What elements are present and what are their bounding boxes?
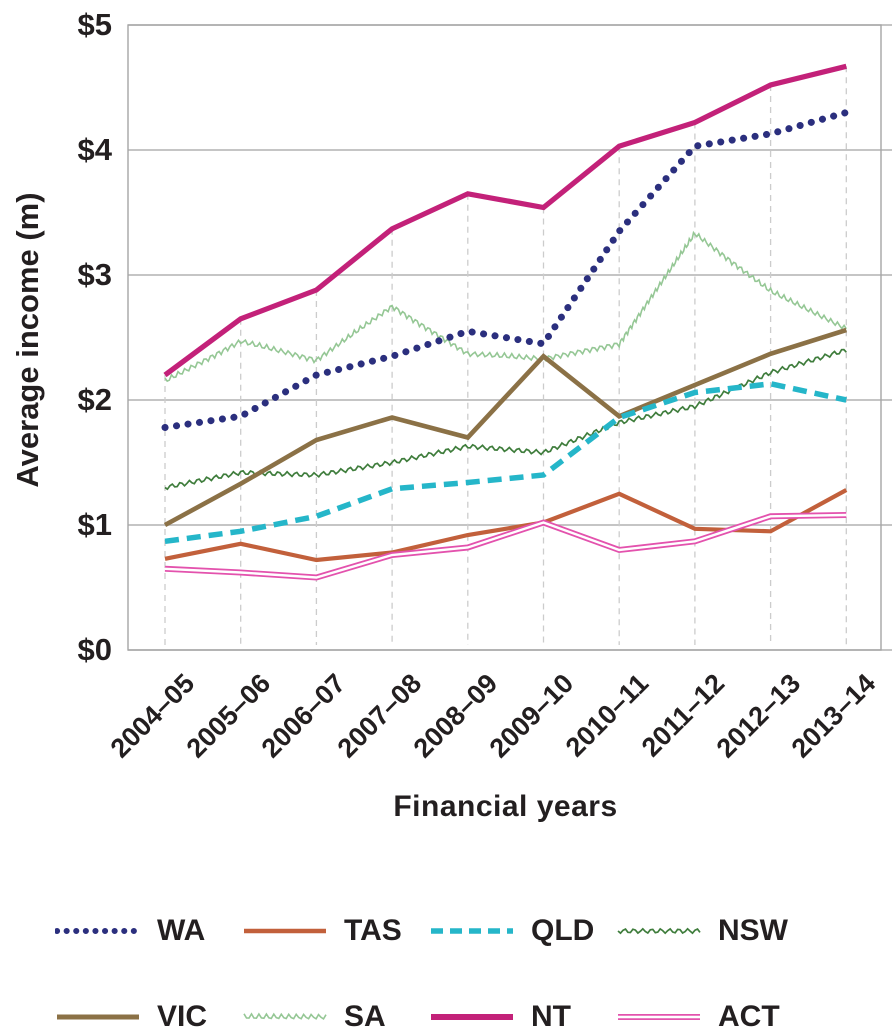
- sa-line-sample-icon: [243, 1012, 327, 1021]
- legend-item-nt: NT: [429, 1000, 616, 1029]
- y-tick-label: $1: [77, 507, 112, 542]
- legend-item-wa: WA: [55, 914, 242, 948]
- vic-line-sample-icon: [57, 1014, 139, 1020]
- series-line-qld: [164, 381, 847, 545]
- y-tick-label: $2: [77, 382, 112, 417]
- legend: WA TAS QLD NSW VIC SA NT ACT: [55, 888, 855, 1029]
- legend-label: SA: [344, 1000, 386, 1029]
- legend-item-qld: QLD: [429, 914, 616, 948]
- qld-line-sample-icon: [431, 928, 513, 934]
- legend-label: NT: [531, 1000, 571, 1029]
- legend-label: TAS: [344, 914, 402, 947]
- series-line-sa: [164, 230, 847, 383]
- legend-row: WA TAS QLD NSW: [55, 888, 855, 974]
- nsw-line-sample-icon: [617, 927, 701, 935]
- y-axis-title: Average income (m): [10, 192, 45, 488]
- plot-area: [127, 24, 892, 651]
- series-line-act-inner: [164, 513, 847, 579]
- legend-label: QLD: [531, 914, 595, 947]
- act-line-sample-icon: [618, 1014, 700, 1020]
- series-line-nt: [163, 63, 847, 378]
- legend-item-tas: TAS: [242, 914, 429, 948]
- legend-item-nsw: NSW: [616, 914, 803, 948]
- x-tick-label: 2012–13: [710, 668, 806, 764]
- legend-item-sa: SA: [242, 1000, 429, 1029]
- x-tick-label: 2004–05: [104, 668, 201, 764]
- wa-line-sample-icon: [55, 928, 141, 934]
- x-tick-label: 2009–10: [483, 668, 579, 764]
- x-tick-label: 2010–11: [559, 668, 655, 763]
- plot-border: [127, 24, 882, 651]
- legend-row: VIC SA NT ACT: [55, 974, 855, 1029]
- series-line-wa: [161, 109, 850, 431]
- tas-line-sample-icon: [244, 928, 326, 934]
- legend-item-act: ACT: [616, 1000, 803, 1029]
- series-line-vic: [163, 327, 847, 528]
- x-tick-label: 2008–09: [407, 668, 504, 764]
- x-tick-label: 2006–07: [256, 668, 352, 764]
- y-tick-label: $5: [77, 7, 112, 42]
- y-tick-label: $3: [77, 257, 112, 292]
- x-tick-label: 2007–08: [331, 668, 428, 764]
- nt-line-sample-icon: [431, 1014, 513, 1020]
- x-axis-title: Financial years: [393, 790, 618, 823]
- y-tick-label: $4: [77, 132, 112, 167]
- legend-label: ACT: [718, 1000, 780, 1029]
- legend-label: WA: [157, 914, 206, 947]
- legend-label: VIC: [157, 1000, 208, 1029]
- y-tick-label: $0: [77, 632, 112, 667]
- legend-item-vic: VIC: [55, 1000, 242, 1029]
- legend-label: NSW: [718, 914, 788, 947]
